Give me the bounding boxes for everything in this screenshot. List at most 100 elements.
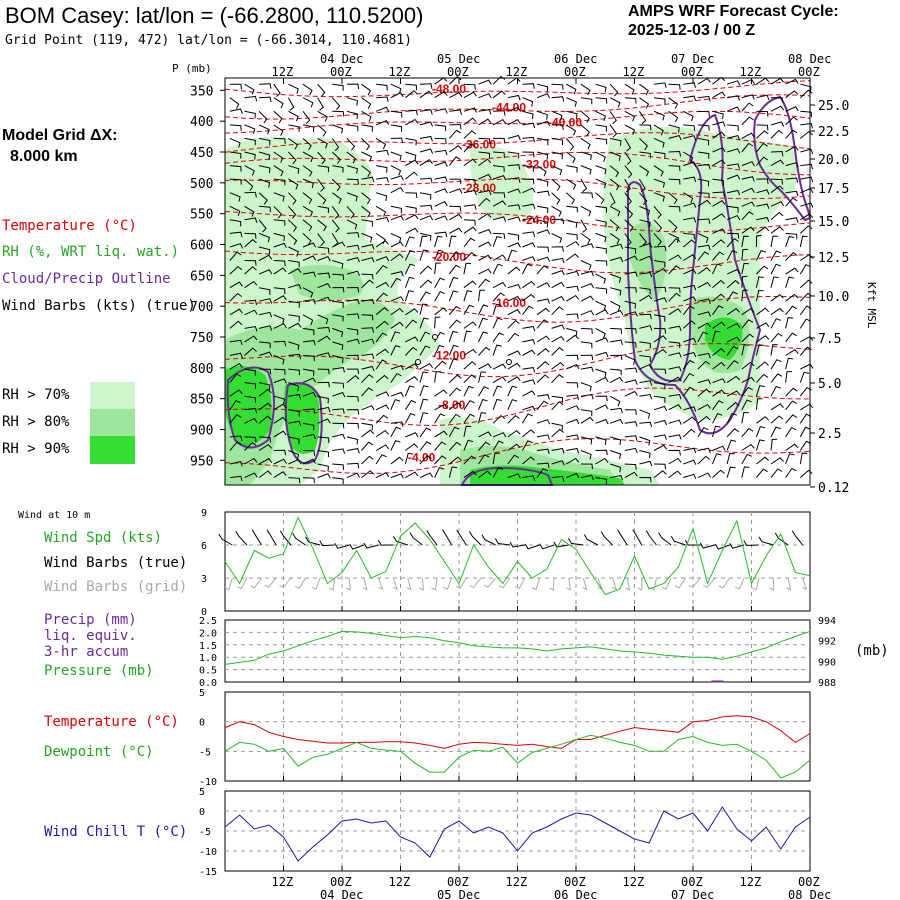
wind-barb: [346, 270, 360, 276]
wind-barb: [712, 131, 726, 139]
wind-barb: [770, 385, 782, 397]
pressure-panel: 2.52.0 1.51.0 0.50.0 994 992 990 988: [199, 616, 836, 689]
wind-barb: [478, 254, 492, 261]
wind-barb: [463, 348, 477, 356]
wind-barb: [375, 205, 387, 217]
wind-barb: [536, 151, 549, 160]
wind-barb: [726, 291, 738, 302]
wind-barb: [331, 151, 341, 164]
wind-barb: [390, 232, 402, 243]
wind-barb: [580, 110, 590, 123]
wind-barb: [741, 161, 755, 167]
wind-barb: [288, 450, 300, 460]
wind-barb-true: [553, 541, 569, 548]
wind-barb: [258, 311, 273, 318]
wind-barb: [244, 299, 258, 306]
wind-barb: [405, 205, 417, 214]
wind-barb: [785, 400, 798, 411]
wind-barb: [799, 89, 813, 99]
isotherm-line: [224, 80, 811, 98]
wind-barb: [229, 281, 243, 289]
wind-barb: [668, 457, 682, 465]
wind-barb-grid: [362, 577, 368, 591]
kft-tick-label: 10.0: [818, 290, 849, 305]
wind-barb: [448, 413, 461, 424]
wind-barb: [478, 241, 492, 248]
wind-barb: [375, 307, 389, 316]
wind-barb: [434, 360, 447, 370]
wind-barb: [492, 254, 507, 261]
wind-barb: [522, 339, 536, 345]
wind-barb-grid: [378, 577, 384, 591]
wind-barb: [507, 399, 518, 411]
wind-barb: [332, 241, 346, 248]
wind-barb-grid: [419, 577, 424, 591]
wind-barb: [258, 192, 268, 205]
wind-barb: [697, 455, 711, 465]
wind-barb: [478, 158, 492, 167]
wind-barb: [653, 327, 667, 334]
wind-barb: [566, 294, 580, 302]
wind-barb-grid: [612, 577, 618, 591]
wind-barb: [683, 254, 697, 261]
wind-barb: [726, 336, 741, 343]
calm-wind-circle: [415, 359, 421, 365]
wind-barb: [712, 378, 726, 384]
wind-barb: [346, 409, 360, 415]
wind-barb: [726, 106, 741, 112]
cloud-outline: [226, 366, 275, 449]
wind-barb: [229, 151, 242, 159]
wind-barb: [390, 391, 404, 398]
wind-barb: [551, 422, 563, 431]
wind-barb: [302, 314, 314, 325]
wind-barb: [770, 468, 783, 478]
wind-barb: [595, 351, 609, 358]
wind-barb: [463, 204, 477, 210]
wind-barb: [668, 265, 681, 275]
wind-barb-true: [349, 543, 365, 550]
wind-barb: [361, 429, 375, 438]
pressure-tick-label: 650: [190, 269, 213, 284]
wind-barb: [244, 137, 256, 146]
wind-barb: [492, 414, 506, 424]
wind-barb: [565, 138, 575, 151]
wind-barb: [624, 311, 638, 317]
wind-barb: [551, 324, 565, 330]
wind-barb: [799, 264, 811, 275]
wind-barb: [405, 443, 419, 451]
wind-barb-true: [266, 529, 277, 546]
wind-barb: [799, 440, 812, 451]
wind-barb: [755, 439, 765, 451]
wind-barb: [551, 110, 563, 121]
wind-barb: [536, 83, 549, 92]
wind-barb: [785, 197, 798, 207]
wind-barb-true: [699, 542, 716, 549]
wind-barb: [638, 178, 646, 193]
wind-barb: [376, 83, 388, 91]
wind-barb: [566, 405, 580, 411]
wind-barb: [332, 367, 345, 373]
wind-barb: [756, 142, 768, 153]
wind-barb-true: [251, 529, 262, 546]
rh70-region: [603, 126, 797, 421]
wind-barb: [727, 124, 739, 131]
wind-barb: [770, 403, 784, 411]
wind-barb: [507, 151, 520, 159]
wind-barb: [551, 178, 561, 191]
wind-chill-tick-label: 0: [199, 807, 205, 818]
wind-barb: [288, 165, 300, 174]
wind-barb: [463, 361, 477, 370]
wind-barb: [536, 246, 550, 253]
wind-barb: [770, 129, 783, 139]
wind-barb: [405, 376, 419, 384]
wind-barb: [507, 134, 521, 141]
wind-barb: [478, 289, 485, 302]
wind-barb: [536, 374, 550, 383]
wind-barb: [478, 386, 489, 397]
wind-barb: [770, 373, 783, 383]
wind-barb: [785, 217, 799, 223]
wind-barb: [346, 192, 358, 202]
wind-barb: [624, 300, 637, 309]
wind-barb: [653, 192, 665, 202]
wind-barb-true: [714, 543, 730, 550]
